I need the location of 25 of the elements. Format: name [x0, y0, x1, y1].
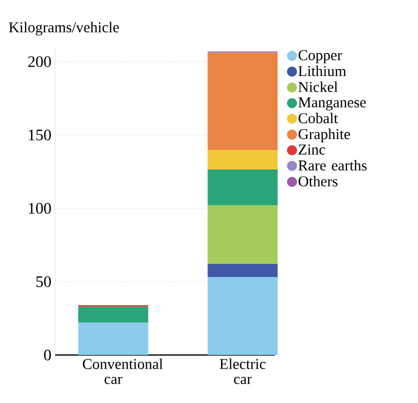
legend-label: Nickel: [298, 82, 338, 92]
legend-label: Graphite: [298, 128, 350, 142]
y-tick-label: 200: [28, 56, 51, 68]
bar: [208, 264, 278, 277]
legend-label: Others: [298, 176, 338, 186]
legend-label: Lithium: [298, 66, 346, 76]
legend-label: Manganese: [298, 97, 366, 110]
y-tick-label: 0: [44, 350, 51, 360]
bar: [208, 169, 278, 206]
legend-label: Rare earths: [298, 160, 367, 171]
x-tick-label: Conventional car: [82, 358, 163, 384]
y-tick-label: 100: [28, 202, 51, 214]
bar: [78, 322, 148, 355]
legend-label: Zinc: [298, 144, 326, 155]
legend-label: Copper: [298, 50, 342, 64]
bar: [78, 306, 148, 323]
bar: [208, 150, 278, 170]
y-tick-label: 50: [36, 276, 51, 288]
legend-label: Cobalt: [298, 112, 338, 124]
bar: [208, 52, 278, 150]
bar: [208, 205, 278, 264]
bar: [208, 276, 278, 355]
y-axis-title: Kilograms/vehicle: [8, 22, 119, 36]
y-tick-label: 150: [28, 130, 51, 140]
x-tick-label: Electric car: [220, 358, 266, 384]
